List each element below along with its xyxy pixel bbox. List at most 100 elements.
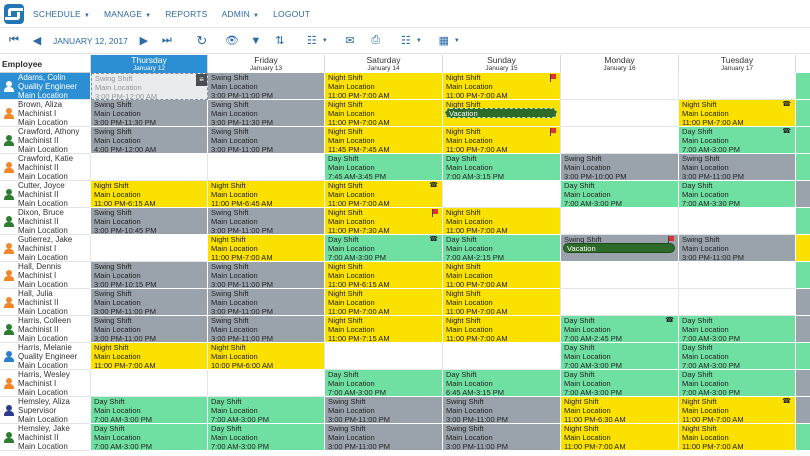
sort-icon[interactable]: ⇅: [275, 35, 285, 47]
night-shift-cell[interactable]: Night Shift Vacation: [442, 100, 560, 127]
day-shift-cell[interactable]: Day Shift Main Location 7:00 AM-3:00 PM: [678, 343, 795, 370]
empty-shift-cell[interactable]: [442, 181, 560, 208]
night-shift-cell[interactable]: Night Shift Main Location 11:00 PM-6:45 AM: [207, 181, 324, 208]
nav-item-schedule[interactable]: SCHEDULE ▼: [33, 9, 90, 19]
employee-cell[interactable]: Hall, Dennis Machinist I Main Location: [0, 262, 90, 289]
day-header-tuesday[interactable]: Tuesday January 17: [678, 55, 795, 73]
swing-shift-cell[interactable]: Swing Shift Main Location 3:00 PM-11:00 PM: [207, 127, 324, 154]
assign-dropdown-icon[interactable]: ▼: [321, 37, 328, 44]
day-shift-cell[interactable]: Day Shift Main Location 7:00 AM-3:00 PM: [678, 370, 795, 397]
refresh-icon[interactable]: ↻: [196, 32, 208, 48]
swing-shift-cell[interactable]: Swing Shift Main Location 3:00 PM-11:00 PM: [324, 424, 442, 451]
vacation-badge[interactable]: Vacation: [563, 243, 675, 253]
night-shift-cell[interactable]: Night Shift Main Location 10:00 PM-6:00 AM: [207, 343, 324, 370]
swing-shift-cell[interactable]: Swing Shift Main Location 3:00 PM-11:00 PM: [678, 154, 795, 181]
employee-cell[interactable]: Harris, Wesley Machinist I Main Location: [0, 370, 90, 397]
swing-shift-cell[interactable]: [795, 289, 810, 316]
next-icon[interactable]: ▶: [139, 35, 149, 47]
swing-shift-cell[interactable]: Swing Shift Main Location 3:00 PM-10:15 PM: [90, 262, 207, 289]
swing-shift-cell[interactable]: Swing Shift Main Location 3:00 PM-10:00 PM: [560, 154, 678, 181]
email-icon[interactable]: ✉: [345, 35, 355, 47]
employee-cell[interactable]: Harris, Colleen Machinist II Main Location: [0, 316, 90, 343]
employee-cell[interactable]: Cutter, Joyce Machinist II Main Location: [0, 181, 90, 208]
night-shift-cell[interactable]: Night Shift Main Location 11:00 PM-7:00 AM: [442, 73, 560, 100]
day-shift-cell[interactable]: Day Shift Main Location 7:00 AM-3:00 PM: [90, 424, 207, 451]
empty-shift-cell[interactable]: [207, 370, 324, 397]
swing-shift-cell[interactable]: Swing Shift Vacation: [560, 235, 678, 262]
night-shift-cell[interactable]: Night Shift Main Location 11:00 PM-7:00 AM: [442, 289, 560, 316]
day-header-monday[interactable]: Monday January 16: [560, 55, 678, 73]
employee-column-header[interactable]: Employee: [2, 59, 43, 69]
day-shift-cell[interactable]: [795, 343, 810, 370]
empty-shift-cell[interactable]: [207, 154, 324, 181]
employee-cell[interactable]: Crawford, Katie Machinist II Main Location: [0, 154, 90, 181]
day-shift-cell[interactable]: Day Shift Main Location 7:00 AM-3:00 PM: [324, 370, 442, 397]
night-shift-cell[interactable]: Night Shift Main Location 11:00 PM-7:00 AM: [90, 343, 207, 370]
day-shift-cell[interactable]: Day Shift Main Location 7:00 AM-3:00 PM: [90, 397, 207, 424]
swing-shift-cell[interactable]: Swing Shift Main Location 3:00 PM-11:30 PM: [90, 100, 207, 127]
night-shift-cell[interactable]: Night Shift Main Location 11:00 PM-6:15 AM: [324, 262, 442, 289]
empty-shift-cell[interactable]: [560, 208, 678, 235]
employee-cell[interactable]: Brown, Aliza Machinist I Main Location: [0, 100, 90, 127]
empty-shift-cell[interactable]: [560, 127, 678, 154]
assign-icon[interactable]: ☷: [306, 35, 317, 47]
empty-shift-cell[interactable]: [560, 73, 678, 100]
day-header-thursday[interactable]: Thursday January 12: [90, 55, 207, 73]
nav-item-reports[interactable]: REPORTS: [165, 9, 207, 19]
empty-shift-cell[interactable]: [90, 370, 207, 397]
night-shift-cell[interactable]: Night Shift Main Location 11:00 PM-7:00 AM: [442, 127, 560, 154]
night-shift-cell[interactable]: Night Shift Main Location 11:00 PM-6:15 AM: [90, 181, 207, 208]
day-shift-cell[interactable]: Day Shift Main Location 7:00 AM-3:15 PM: [442, 154, 560, 181]
empty-shift-cell[interactable]: [678, 73, 795, 100]
swing-shift-cell[interactable]: [795, 181, 810, 208]
day-shift-cell[interactable]: Day Shift Main Location 7:00 AM-3:00 PM: [560, 181, 678, 208]
employee-cell[interactable]: Gutierrez, Jake Machinist I Main Location: [0, 235, 90, 262]
nav-item-manage[interactable]: MANAGE ▼: [104, 9, 151, 19]
night-shift-cell[interactable]: Night Shift Main Location 11:00 PM-7:00 AM: [678, 424, 795, 451]
night-shift-cell[interactable]: Night Shift Main Location 11:00 PM-7:00 AM…: [324, 181, 442, 208]
day-header-partial[interactable]: [795, 55, 810, 73]
day-shift-cell[interactable]: [795, 154, 810, 181]
night-shift-cell[interactable]: Night Shift Main Location 11:00 PM-7:00 AM: [324, 73, 442, 100]
nav-item-logout[interactable]: LOGOUT: [273, 9, 310, 19]
night-shift-cell[interactable]: Night Shift Main Location 11:00 PM-7:00 AM: [442, 262, 560, 289]
swing-shift-cell[interactable]: Swing Shift Main Location 3:00 PM-11:00 PM: [442, 424, 560, 451]
night-shift-cell[interactable]: Night Shift Main Location 11:00 PM-7:00 AM…: [678, 397, 795, 424]
day-header-sunday[interactable]: Sunday January 15: [442, 55, 560, 73]
employee-cell[interactable]: Harris, Melanie Quality Engineer Main Loca…: [0, 343, 90, 370]
empty-shift-cell[interactable]: [560, 100, 678, 127]
day-shift-cell[interactable]: [795, 100, 810, 127]
view-dropdown-icon[interactable]: ▼: [453, 37, 460, 44]
day-shift-cell[interactable]: [795, 73, 810, 100]
night-shift-cell[interactable]: Night Shift Main Location 11:00 PM-7:00 AM…: [678, 100, 795, 127]
swing-shift-cell[interactable]: [795, 370, 810, 397]
employee-cell[interactable]: Hemsley, Jake Machinist II Main Location: [0, 424, 90, 451]
employee-cell[interactable]: Crawford, Athony Machinist II Main Locatio…: [0, 127, 90, 154]
night-shift-cell[interactable]: Night Shift Main Location 11:45 PM-7:45 AM: [324, 127, 442, 154]
night-shift-cell[interactable]: Night Shift Main Location 11:00 PM-7:00 AM: [442, 208, 560, 235]
employee-cell[interactable]: Hall, Julia Machinist II Main Location: [0, 289, 90, 316]
day-shift-cell[interactable]: Day Shift Main Location 7:00 AM-3:00 PM: [560, 343, 678, 370]
last-page-icon[interactable]: ⏭: [161, 34, 172, 46]
prev-icon[interactable]: ◀: [32, 35, 42, 47]
clipboard-icon[interactable]: ☷: [400, 35, 411, 47]
night-shift-cell[interactable]: Night Shift Main Location 11:00 PM-7:00 AM: [442, 316, 560, 343]
swing-shift-cell[interactable]: Swing Shift Main Location 3:00 PM-10:45 PM: [90, 208, 207, 235]
employee-cell[interactable]: Dixon, Bruce Machinist II Main Location: [0, 208, 90, 235]
day-shift-cell[interactable]: Day Shift Main Location 6:45 AM-3:15 PM: [442, 370, 560, 397]
day-shift-cell[interactable]: Day Shift Main Location 7:45 AM-3:45 PM: [324, 154, 442, 181]
night-shift-cell[interactable]: Night Shift Main Location 11:00 PM-7:00 AM: [324, 289, 442, 316]
empty-shift-cell[interactable]: [442, 343, 560, 370]
day-shift-cell[interactable]: [795, 262, 810, 289]
day-header-saturday[interactable]: Saturday January 14: [324, 55, 442, 73]
drag-ghost-shift[interactable]: Swing Shift Main Location 3:00 PM-12:00 …: [91, 73, 208, 101]
swing-shift-cell[interactable]: [795, 397, 810, 424]
filter-icon[interactable]: ▼: [250, 34, 262, 47]
binoculars-icon[interactable]: 👁: [224, 35, 239, 47]
view-icon[interactable]: ▦: [438, 35, 450, 47]
day-shift-cell[interactable]: [795, 424, 810, 451]
empty-shift-cell[interactable]: [324, 343, 442, 370]
swing-shift-cell[interactable]: Swing Shift Main Location 3:00 PM-11:00 PM: [678, 235, 795, 262]
day-shift-cell[interactable]: Day Shift Main Location 7:00 AM-3:00 PM: [678, 316, 795, 343]
menu-icon[interactable]: ≡: [196, 74, 207, 86]
